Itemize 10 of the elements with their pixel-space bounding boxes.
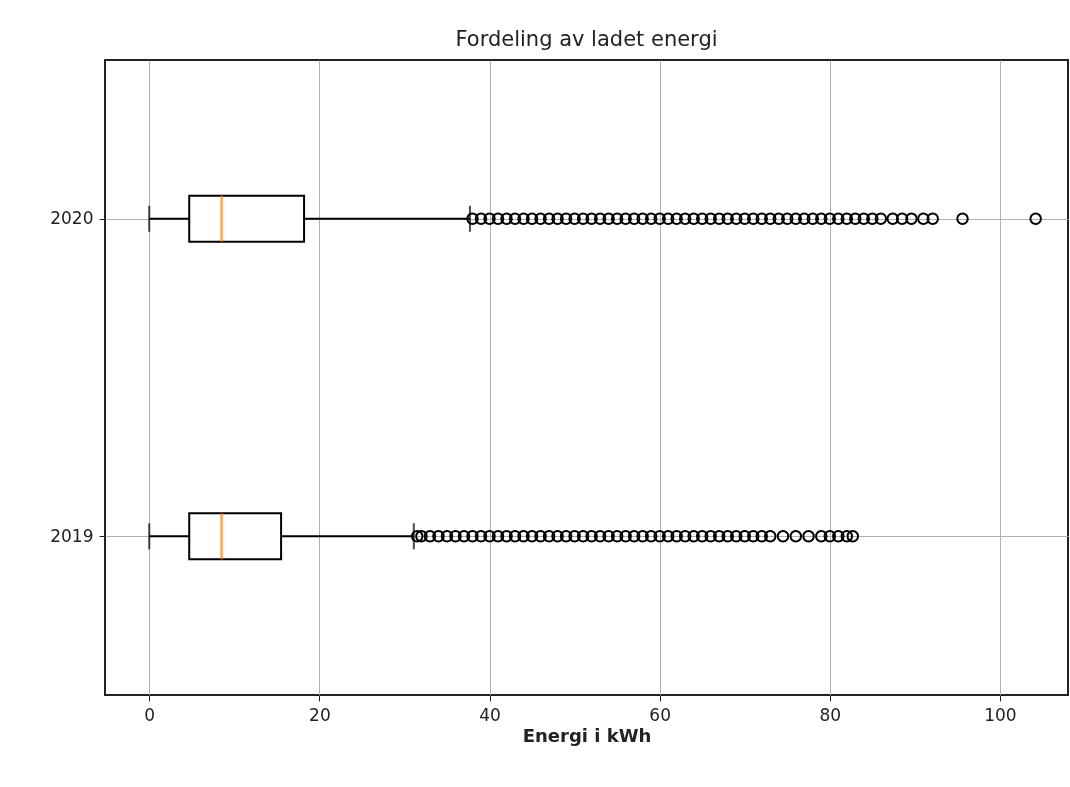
x-tick-label: 80 <box>819 704 842 725</box>
chart-title: Fordeling av ladet energi <box>455 27 718 51</box>
x-axis-title: Energi i kWh <box>522 724 652 746</box>
x-tick-label: 20 <box>309 704 331 725</box>
x-tick-label: 40 <box>479 704 501 725</box>
x-tick-label: 100 <box>984 704 1017 725</box>
x-tick-label: 60 <box>649 704 671 725</box>
y-tick-label: 2020 <box>50 208 94 229</box>
y-tick-label: 2019 <box>50 525 94 546</box>
x-tick-label: 0 <box>144 704 156 725</box>
